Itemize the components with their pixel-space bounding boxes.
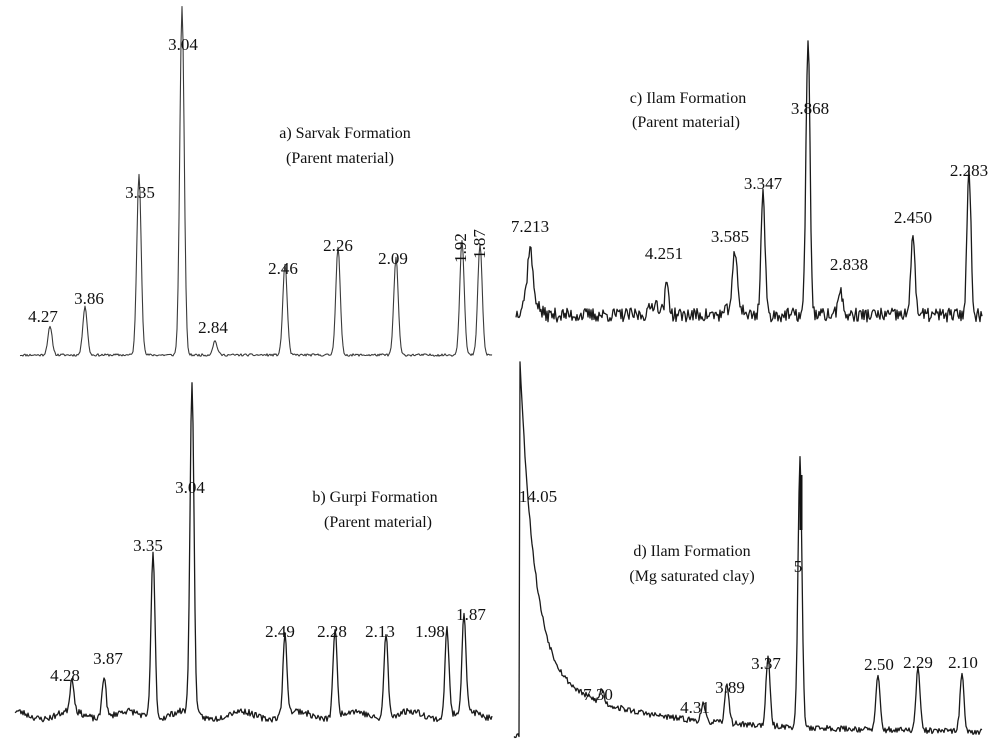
- peak-label-d-3.89: 3.89: [715, 678, 745, 697]
- panel-c-ilam-parent: c) Ilam Formation (Parent material) 7.21…: [511, 40, 988, 323]
- panel-b-title: b) Gurpi Formation: [312, 489, 437, 506]
- peak-label-d-2.29: 2.29: [903, 653, 933, 672]
- peak-label-b-4.28: 4.28: [50, 666, 80, 685]
- xrd-trace-c: [515, 40, 983, 323]
- peak-label-d-5: 5: [794, 557, 803, 576]
- peak-label-a-3.35: 3.35: [125, 183, 155, 202]
- panel-d-subtitle: (Mg saturated clay): [629, 568, 754, 585]
- peak-label-c-2.838: 2.838: [830, 255, 868, 274]
- xrd-trace-a: [19, 5, 493, 357]
- peak-label-a-2.09: 2.09: [378, 249, 408, 268]
- peak-label-d-2.50: 2.50: [864, 655, 894, 674]
- peak-labels-d: 14.05 7.30 4.31 3.89 3.37 5 2.50 2.29 2.…: [519, 487, 978, 717]
- panel-a-title: a) Sarvak Formation: [279, 125, 411, 142]
- peak-label-d-7.30: 7.30: [583, 685, 613, 704]
- xrd-trace-d: [513, 361, 983, 739]
- peak-label-c-4.251: 4.251: [645, 244, 683, 263]
- peak-label-a-1.92: 1.92: [451, 233, 470, 263]
- peak-label-b-3.04: 3.04: [175, 478, 205, 497]
- panel-c-subtitle: (Parent material): [632, 114, 740, 131]
- panel-b-subtitle: (Parent material): [324, 514, 432, 531]
- panel-c-title: c) Ilam Formation: [630, 90, 746, 107]
- panel-b-gurpi: b) Gurpi Formation (Parent material) 4.2…: [14, 382, 493, 723]
- peak-label-b-1.98: 1.98: [415, 622, 445, 641]
- peak-label-b-3.87: 3.87: [93, 649, 123, 668]
- peak-label-a-3.04: 3.04: [168, 35, 198, 54]
- peak-label-a-4.27: 4.27: [28, 307, 58, 326]
- panel-d-ilam-mg-clay: d) Ilam Formation (Mg saturated clay) 14…: [513, 361, 983, 739]
- peak-label-a-3.86: 3.86: [74, 289, 104, 308]
- peak-label-c-3.868: 3.868: [791, 99, 829, 118]
- peak-label-a-2.84: 2.84: [198, 318, 228, 337]
- peak-label-d-2.10: 2.10: [948, 653, 978, 672]
- peak-label-c-2.283: 2.283: [950, 161, 988, 180]
- xrd-trace-b: [14, 382, 493, 723]
- peak-label-b-3.35: 3.35: [133, 536, 163, 555]
- peak-label-c-3.347: 3.347: [744, 174, 783, 193]
- peak-label-a-1.87: 1.87: [470, 229, 489, 259]
- peak-labels-c: 7.213 4.251 3.585 3.347 3.868 2.838 2.45…: [511, 99, 988, 274]
- peak-label-d-3.37: 3.37: [751, 654, 781, 673]
- peak-label-c-3.585: 3.585: [711, 227, 749, 246]
- panel-d-title: d) Ilam Formation: [633, 543, 750, 560]
- peak-label-d-4.31: 4.31: [680, 698, 710, 717]
- panel-a-subtitle: (Parent material): [286, 150, 394, 167]
- peak-label-c-7.213: 7.213: [511, 217, 549, 236]
- peak-labels-a: 4.27 3.86 3.35 3.04 2.84 2.46 2.26 2.09 …: [28, 35, 489, 337]
- peak-label-d-14.05: 14.05: [519, 487, 557, 506]
- peak-label-b-2.28: 2.28: [317, 622, 347, 641]
- peak-label-c-2.450: 2.450: [894, 208, 932, 227]
- panel-a-sarvak: a) Sarvak Formation (Parent material) 4.…: [19, 5, 493, 357]
- peak-label-a-2.26: 2.26: [323, 236, 353, 255]
- peak-label-b-1.87: 1.87: [456, 605, 486, 624]
- peak-labels-b: 4.28 3.87 3.35 3.04 2.49 2.28 2.13 1.98 …: [50, 478, 486, 685]
- peak-label-b-2.49: 2.49: [265, 622, 295, 641]
- peak-label-a-2.46: 2.46: [268, 259, 298, 278]
- peak-label-b-2.13: 2.13: [365, 622, 395, 641]
